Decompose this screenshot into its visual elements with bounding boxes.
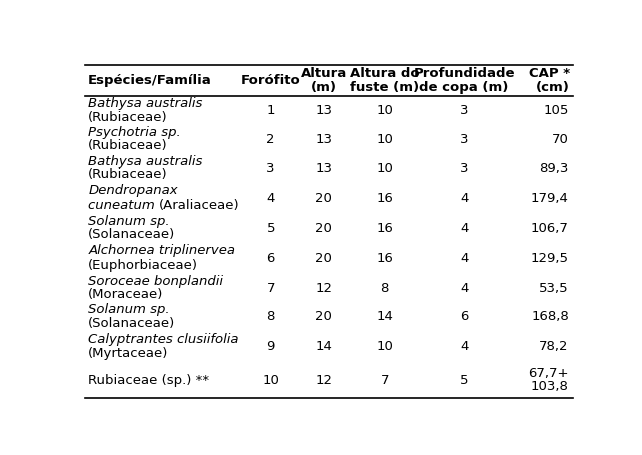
Text: 10: 10 [376, 340, 393, 353]
Text: 14: 14 [376, 310, 393, 324]
Text: 4: 4 [460, 192, 469, 205]
Text: 12: 12 [315, 282, 332, 295]
Text: 70: 70 [552, 133, 569, 146]
Text: (Rubiaceae): (Rubiaceae) [88, 168, 168, 181]
Text: 16: 16 [376, 192, 393, 205]
Text: 13: 13 [315, 133, 332, 146]
Text: Solanum sp.: Solanum sp. [88, 303, 170, 316]
Text: (Rubiaceae): (Rubiaceae) [88, 139, 168, 152]
Text: 4: 4 [460, 252, 469, 265]
Text: Psychotria sp.: Psychotria sp. [88, 126, 181, 139]
Text: 6: 6 [460, 310, 469, 324]
Text: 7: 7 [266, 282, 275, 295]
Text: 16: 16 [376, 252, 393, 265]
Text: (Myrtaceae): (Myrtaceae) [88, 347, 169, 360]
Text: 168,8: 168,8 [531, 310, 569, 324]
Text: 3: 3 [460, 162, 469, 175]
Text: 8: 8 [266, 310, 275, 324]
Text: 1: 1 [266, 104, 275, 117]
Text: 67,7+: 67,7+ [528, 367, 569, 379]
Text: Altura do: Altura do [350, 67, 419, 81]
Text: 179,4: 179,4 [531, 192, 569, 205]
Text: Solanum sp.: Solanum sp. [88, 215, 170, 228]
Text: 16: 16 [376, 222, 393, 235]
Text: (Araliaceae): (Araliaceae) [159, 198, 240, 212]
Text: Calyptrantes clusiifolia: Calyptrantes clusiifolia [88, 333, 239, 346]
Text: 13: 13 [315, 162, 332, 175]
Text: (Solanaceae): (Solanaceae) [88, 317, 175, 329]
Text: 2: 2 [266, 133, 275, 146]
Text: 4: 4 [460, 340, 469, 353]
Text: 6: 6 [266, 252, 275, 265]
Text: de copa (m): de copa (m) [419, 81, 509, 94]
Text: 89,3: 89,3 [539, 162, 569, 175]
Text: 20: 20 [315, 192, 332, 205]
Text: 14: 14 [315, 340, 332, 353]
Text: Alchornea triplinervea: Alchornea triplinervea [88, 244, 235, 257]
Text: 4: 4 [460, 282, 469, 295]
Text: 20: 20 [315, 310, 332, 324]
Text: Profundidade: Profundidade [413, 67, 515, 81]
Text: Forófito: Forófito [241, 74, 300, 87]
Text: 5: 5 [266, 222, 275, 235]
Text: 105: 105 [544, 104, 569, 117]
Text: 53,5: 53,5 [539, 282, 569, 295]
Text: (cm): (cm) [536, 81, 570, 94]
Text: (Moraceae): (Moraceae) [88, 288, 164, 301]
Text: 20: 20 [315, 252, 332, 265]
Text: 3: 3 [460, 104, 469, 117]
Text: 10: 10 [376, 133, 393, 146]
Text: (Rubiaceae): (Rubiaceae) [88, 111, 168, 124]
Text: 3: 3 [266, 162, 275, 175]
Text: 20: 20 [315, 222, 332, 235]
Text: 129,5: 129,5 [531, 252, 569, 265]
Text: 9: 9 [266, 340, 275, 353]
Text: 13: 13 [315, 104, 332, 117]
Text: Espécies/Família: Espécies/Família [88, 74, 212, 87]
Text: Altura: Altura [300, 67, 347, 81]
Text: 78,2: 78,2 [539, 340, 569, 353]
Text: 4: 4 [266, 192, 275, 205]
Text: 106,7: 106,7 [531, 222, 569, 235]
Text: Bathysa australis: Bathysa australis [88, 155, 203, 168]
Text: Rubiaceae (sp.) **: Rubiaceae (sp.) ** [88, 374, 209, 387]
Text: 3: 3 [460, 133, 469, 146]
Text: 12: 12 [315, 374, 332, 387]
Text: 5: 5 [460, 374, 469, 387]
Text: Soroceae bonplandii: Soroceae bonplandii [88, 275, 223, 288]
Text: fuste (m): fuste (m) [350, 81, 419, 94]
Text: 7: 7 [381, 374, 389, 387]
Text: 10: 10 [376, 104, 393, 117]
Text: (Solanaceae): (Solanaceae) [88, 228, 175, 241]
Text: (Euphorbiaceae): (Euphorbiaceae) [88, 258, 198, 272]
Text: 10: 10 [376, 162, 393, 175]
Text: 103,8: 103,8 [531, 380, 569, 393]
Text: 4: 4 [460, 222, 469, 235]
Text: Dendropanax: Dendropanax [88, 184, 178, 197]
Text: cuneatum: cuneatum [88, 198, 159, 212]
Text: 8: 8 [381, 282, 389, 295]
Text: 10: 10 [263, 374, 279, 387]
Text: CAP *: CAP * [529, 67, 570, 81]
Text: (m): (m) [311, 81, 336, 94]
Text: Bathysa australis: Bathysa australis [88, 97, 203, 111]
